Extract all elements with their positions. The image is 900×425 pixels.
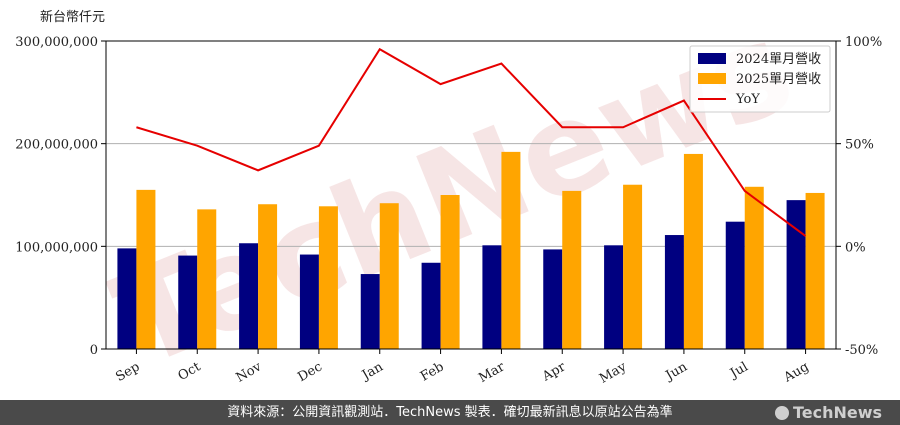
left-tick-label: 100,000,000	[15, 240, 98, 255]
yoy-line-series	[136, 47, 807, 237]
y-axis-unit-label: 新台幣仟元	[40, 9, 105, 25]
bar-2024-may	[604, 245, 624, 349]
bar-2025-aug	[805, 192, 825, 349]
x-tick-label-feb: Feb	[418, 359, 447, 384]
left-tick-label: 0	[90, 343, 98, 358]
bar-2025-dec	[318, 206, 338, 349]
footer-logo-text: TechNews	[792, 403, 882, 422]
x-tick-label-may: May	[597, 359, 630, 387]
x-tick-label-nov: Nov	[234, 359, 265, 386]
bar-2024-nov	[239, 243, 259, 349]
plot-frame	[105, 40, 837, 350]
bar-2024-apr	[543, 249, 563, 349]
right-tick-label: 100%	[845, 35, 882, 50]
bar-2025-feb	[440, 195, 460, 349]
bar-2024-sep	[117, 248, 137, 349]
revenue-chart: 新台幣仟元 TechNews 0100,000,000200,000,00030…	[15, 0, 882, 397]
left-tick-label: 200,000,000	[15, 138, 98, 153]
yoy-line	[136, 47, 807, 237]
bar-2025-may	[623, 184, 643, 349]
footer-logo: TechNews	[774, 400, 882, 425]
legend-swatch	[698, 53, 726, 64]
bar-2024-jan	[360, 274, 380, 349]
bar-2025-oct	[197, 209, 217, 349]
bar-2025-jun	[683, 153, 703, 349]
footer-source-text: 資料來源：公開資訊觀測站．TechNews 製表．確切最新訊息以原站公告為準	[227, 405, 673, 420]
legend-label: 2025單月營收	[736, 72, 821, 87]
left-tick-label: 300,000,000	[15, 35, 98, 50]
x-tick-label-jan: Jan	[358, 359, 386, 384]
bar-2024-mar	[482, 245, 502, 349]
bar-2025-nov	[258, 204, 278, 349]
x-tick-label-dec: Dec	[295, 359, 325, 385]
logo-mark-icon	[774, 406, 789, 420]
bar-2024-dec	[299, 254, 319, 349]
bar-2025-mar	[501, 151, 521, 349]
right-axis-ticks: -50% 0% 50% 100%	[836, 35, 882, 358]
bar-2024-feb	[421, 262, 441, 349]
bar-2024-jun	[664, 235, 684, 349]
footer-bar: 資料來源：公開資訊觀測站．TechNews 製表．確切最新訊息以原站公告為準 T…	[0, 400, 900, 425]
x-tick-label-jun: Jun	[662, 359, 691, 384]
bar-2025-sep	[136, 189, 156, 349]
x-tick-label-mar: Mar	[476, 359, 508, 386]
legend-label: 2024單月營收	[736, 52, 821, 67]
right-tick-label: -50%	[845, 343, 878, 358]
legend: 2024單月營收 2025單月營收 YoY	[689, 45, 831, 113]
x-tick-label-apr: Apr	[539, 359, 569, 385]
right-tick-label: 0%	[845, 240, 866, 255]
bar-2024-aug	[786, 200, 806, 349]
x-tick-label-jul: Jul	[726, 359, 751, 382]
bar-2025-jul	[744, 186, 764, 349]
bar-series	[117, 151, 825, 349]
bar-2024-oct	[178, 255, 198, 349]
bar-2025-apr	[562, 190, 582, 349]
right-tick-label: 50%	[845, 138, 874, 153]
left-axis-ticks: 0 100,000,000 200,000,000 300,000,000	[15, 35, 106, 358]
x-tick-label-aug: Aug	[781, 359, 812, 386]
legend-label: YoY	[735, 92, 760, 107]
bar-2024-jul	[725, 221, 745, 349]
legend-swatch	[698, 73, 726, 84]
bar-2025-jan	[379, 203, 399, 349]
